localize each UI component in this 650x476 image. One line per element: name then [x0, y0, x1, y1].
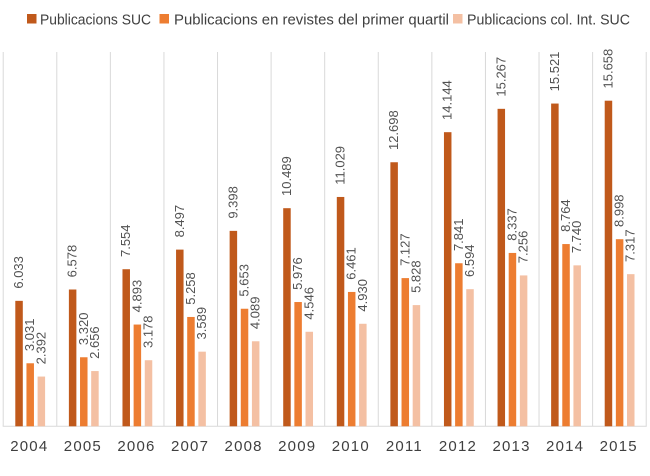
svg-text:8.497: 8.497 [172, 205, 187, 238]
svg-text:9.398: 9.398 [225, 186, 240, 219]
svg-text:2015: 2015 [600, 438, 638, 455]
svg-text:2007: 2007 [171, 438, 209, 455]
svg-text:15.267: 15.267 [493, 57, 508, 97]
svg-text:5.828: 5.828 [408, 260, 423, 293]
svg-text:8.998: 8.998 [612, 194, 627, 227]
svg-text:2006: 2006 [117, 438, 155, 455]
svg-text:5.976: 5.976 [290, 257, 305, 290]
svg-text:2014: 2014 [546, 438, 584, 455]
svg-text:2004: 2004 [10, 438, 48, 455]
svg-text:4.546: 4.546 [301, 287, 316, 320]
svg-text:2011: 2011 [386, 438, 423, 455]
svg-text:Publicacions col. Int. SUC: Publicacions col. Int. SUC [467, 12, 630, 29]
svg-text:11.029: 11.029 [333, 146, 348, 185]
svg-text:4.089: 4.089 [248, 297, 263, 330]
svg-text:10.489: 10.489 [279, 156, 294, 196]
svg-text:2013: 2013 [492, 438, 530, 455]
svg-text:3.031: 3.031 [22, 319, 37, 352]
svg-text:15.521: 15.521 [547, 52, 562, 92]
svg-text:2008: 2008 [225, 438, 263, 455]
svg-text:2010: 2010 [332, 438, 370, 455]
svg-text:7.256: 7.256 [516, 231, 531, 264]
svg-text:2009: 2009 [278, 438, 316, 455]
svg-text:3.178: 3.178 [141, 315, 156, 348]
svg-text:2.392: 2.392 [33, 332, 48, 365]
svg-text:7.740: 7.740 [569, 221, 584, 254]
svg-text:6.594: 6.594 [462, 244, 477, 277]
svg-text:3.589: 3.589 [194, 307, 209, 340]
svg-text:2012: 2012 [439, 438, 477, 455]
svg-text:6.461: 6.461 [344, 247, 359, 280]
svg-text:Publicacions en revistes del p: Publicacions en revistes del primer quar… [174, 12, 449, 29]
svg-text:4.893: 4.893 [129, 280, 144, 313]
svg-text:14.144: 14.144 [440, 80, 455, 120]
svg-text:8.337: 8.337 [504, 208, 519, 241]
svg-text:7.841: 7.841 [451, 219, 466, 252]
svg-text:12.698: 12.698 [386, 110, 401, 150]
svg-text:7.554: 7.554 [118, 224, 133, 257]
svg-text:Publicacions SUC: Publicacions SUC [40, 12, 151, 29]
svg-text:6.033: 6.033 [11, 256, 26, 289]
svg-text:6.578: 6.578 [65, 245, 80, 278]
svg-text:5.258: 5.258 [183, 272, 198, 305]
svg-text:4.930: 4.930 [355, 279, 370, 312]
svg-text:7.127: 7.127 [397, 233, 412, 266]
svg-text:7.317: 7.317 [623, 229, 638, 262]
svg-text:3.320: 3.320 [76, 313, 91, 346]
svg-text:8.764: 8.764 [558, 199, 573, 232]
svg-text:15.658: 15.658 [600, 49, 615, 89]
svg-text:5.653: 5.653 [237, 264, 252, 297]
svg-text:2.656: 2.656 [87, 326, 102, 359]
svg-text:2005: 2005 [64, 438, 102, 455]
